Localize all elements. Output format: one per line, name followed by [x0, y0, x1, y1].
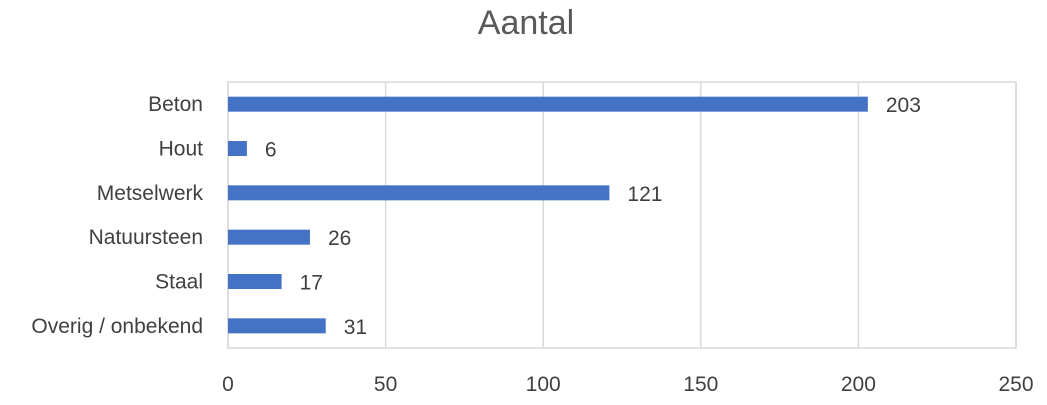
- category-label: Metselwerk: [97, 182, 204, 205]
- bar: [228, 274, 282, 289]
- category-label: Staal: [155, 271, 203, 294]
- plot-area: [227, 81, 1017, 349]
- x-tick-label: 200: [841, 373, 876, 396]
- category-label: Natuursteen: [89, 226, 203, 249]
- data-label: 17: [300, 272, 323, 295]
- x-tick-label: 150: [683, 373, 718, 396]
- bar: [228, 229, 310, 245]
- data-label: 121: [627, 183, 662, 206]
- category-label: Beton: [148, 93, 203, 116]
- bar: [228, 141, 247, 156]
- bar: [228, 185, 610, 201]
- category-label: Hout: [159, 138, 204, 161]
- data-label: 26: [328, 227, 351, 250]
- x-axis-tick-labels: 0 50 100 150 200 250: [222, 373, 1033, 396]
- x-tick-label: 50: [374, 373, 397, 396]
- bar: [228, 96, 868, 112]
- bar: [228, 318, 326, 334]
- x-tick-label: 250: [998, 373, 1033, 396]
- category-label: Overig / onbekend: [31, 315, 203, 338]
- category-labels: Beton Hout Metselwerk Natuursteen Staal Overi…: [31, 93, 203, 338]
- x-tick-label: 0: [222, 373, 234, 396]
- x-tick-label: 100: [526, 373, 561, 396]
- bars: [228, 96, 868, 334]
- chart-title: Aantal: [478, 4, 574, 42]
- data-label: 31: [344, 316, 367, 339]
- data-label: 6: [265, 139, 277, 162]
- data-label: 203: [886, 94, 921, 117]
- gridlines: [227, 82, 1017, 348]
